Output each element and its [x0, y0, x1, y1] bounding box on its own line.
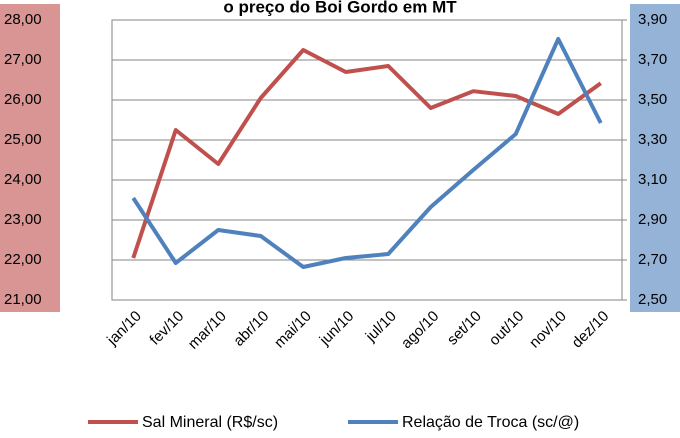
x-tick-label: out/10 [486, 308, 528, 350]
y-tick-label: 27,00 [4, 51, 42, 68]
x-tick-label: nov/10 [526, 308, 570, 352]
y2-tick-label: 3,50 [638, 91, 667, 108]
x-tick-label: jan/10 [103, 308, 145, 350]
y-tick-label: 23,00 [4, 211, 42, 228]
x-tick-label: mai/10 [271, 308, 315, 352]
plot-border [111, 19, 623, 301]
x-tick-label: mar/10 [185, 308, 230, 353]
chart-title: o preço do Boi Gordo em MT [223, 0, 457, 16]
legend-label: Relação de Troca (sc/@) [402, 414, 579, 431]
x-tick-label: dez/10 [569, 308, 613, 352]
x-tick-label: fev/10 [146, 308, 187, 349]
y2-tick-label: 3,10 [638, 171, 667, 188]
series-line [131, 48, 602, 259]
y-tick-label: 25,00 [4, 131, 42, 148]
y2-tick-label: 3,30 [638, 131, 667, 148]
y2-tick-label: 2,50 [638, 291, 667, 308]
right-axis-background [630, 4, 680, 312]
y-tick-label: 22,00 [4, 251, 42, 268]
y2-tick-label: 2,70 [638, 251, 667, 268]
y2-tick-label: 3,90 [638, 11, 667, 28]
y-tick-label: 21,00 [4, 291, 42, 308]
x-tick-label: abr/10 [230, 308, 272, 350]
x-tick-label: jul/10 [362, 308, 400, 346]
y-tick-label: 24,00 [4, 171, 42, 188]
x-tick-label: set/10 [444, 308, 485, 349]
y2-tick-label: 2,90 [638, 211, 667, 228]
x-tick-label: ago/10 [398, 308, 442, 352]
x-tick-label: jun/10 [316, 308, 358, 350]
left-axis-background [0, 4, 60, 312]
y2-tick-label: 3,70 [638, 51, 667, 68]
series-line [131, 37, 603, 269]
y-tick-label: 28,00 [4, 11, 42, 28]
y-tick-label: 26,00 [4, 91, 42, 108]
legend-label: Sal Mineral (R$/sc) [142, 414, 278, 431]
